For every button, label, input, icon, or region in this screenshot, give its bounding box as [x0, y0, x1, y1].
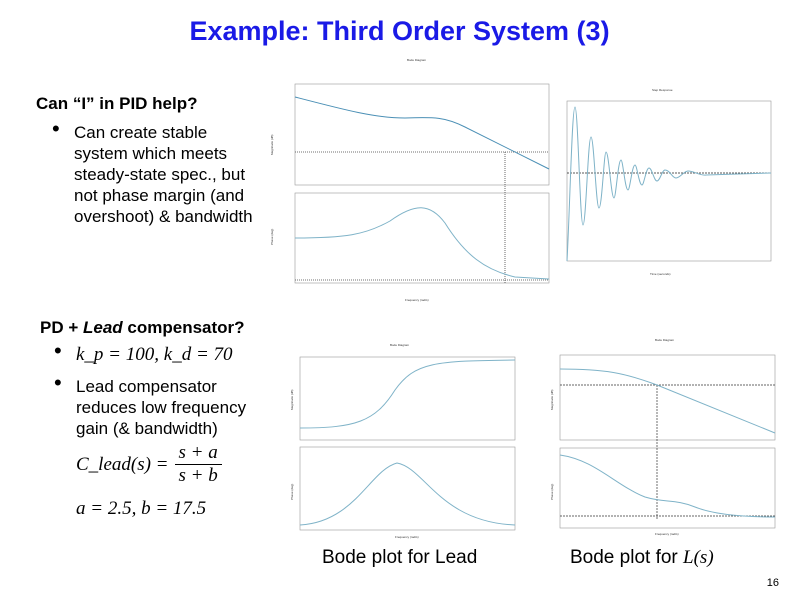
- formula-numerator: s + a: [174, 442, 222, 465]
- x-label: Frequency (rad/s): [405, 298, 429, 302]
- step-curve: [566, 106, 772, 262]
- slide-title: Example: Third Order System (3): [189, 16, 610, 46]
- magnitude-curve: [299, 359, 516, 429]
- phase-axes: [294, 192, 550, 284]
- x-label: Time (seconds): [650, 272, 671, 276]
- gains-text: k_p = 100, k_d = 70: [76, 344, 233, 365]
- plot-title: Bode Diagram: [407, 58, 427, 62]
- magnitude-curve: [294, 96, 550, 170]
- bullet-item: • Lead compensator reduces low frequency…: [54, 372, 276, 439]
- y-label: Magnitude (dB): [290, 389, 294, 410]
- magnitude-axes: [294, 83, 550, 186]
- y-label: Phase (deg): [290, 484, 294, 500]
- phase-curve: [294, 207, 550, 280]
- loop-transfer-math: L(s): [683, 547, 714, 568]
- phase-curve: [299, 462, 516, 526]
- heading-italic: Lead: [83, 318, 123, 337]
- y-label: Phase (deg): [550, 484, 554, 500]
- formula-lhs: C_lead(s) =: [76, 453, 169, 475]
- phase-curve: [559, 454, 776, 518]
- y-label: Magnitude (dB): [550, 389, 554, 410]
- lead-bode-plot: Bode Diagram Magnitude (dB) Phase (deg) …: [290, 343, 516, 539]
- magnitude-curve: [559, 368, 776, 434]
- gains-bullet: • k_p = 100, k_d = 70: [54, 340, 233, 366]
- heading-suffix: compensator?: [122, 318, 245, 337]
- x-label: Frequency (rad/s): [655, 532, 679, 536]
- plot-title: Bode Diagram: [655, 338, 675, 342]
- bullet-text: Lead compensator reduces low frequency g…: [76, 377, 247, 438]
- bullet-icon: •: [54, 338, 62, 363]
- plot-title: Step Response: [652, 88, 673, 92]
- y-label: Phase (deg): [270, 229, 274, 245]
- heading-prefix: PD +: [40, 318, 83, 337]
- bullet-text: Can create stable system which meets ste…: [74, 123, 253, 226]
- y-label: Magnitude (dB): [270, 134, 274, 155]
- step-response-plot: Step Response Time (seconds): [566, 88, 772, 276]
- lead-caption: Bode plot for Lead: [322, 547, 478, 568]
- open-loop-bode-plot: Bode Diagram Magnitude (dB) Phase (deg) …: [270, 58, 550, 302]
- loop-caption: Bode plot for L(s): [570, 547, 714, 569]
- page-number: 16: [766, 577, 779, 589]
- params: a = 2.5, b = 17.5: [76, 498, 207, 519]
- loop-bode-plot: Bode Diagram Magnitude (dB) Phase (deg) …: [550, 338, 776, 536]
- plot-title: Bode Diagram: [390, 343, 410, 347]
- section2-heading: PD + Lead compensator?: [40, 318, 245, 338]
- caption-prefix: Bode plot for: [570, 547, 684, 568]
- bullet-icon: •: [54, 370, 62, 395]
- x-label: Frequency (rad/s): [395, 535, 419, 539]
- formula-denominator: s + b: [178, 465, 218, 486]
- section1-heading: Can “I” in PID help?: [36, 94, 198, 113]
- bullet-icon: •: [52, 116, 60, 141]
- bullet-item: • Can create stable system which meets s…: [52, 118, 256, 227]
